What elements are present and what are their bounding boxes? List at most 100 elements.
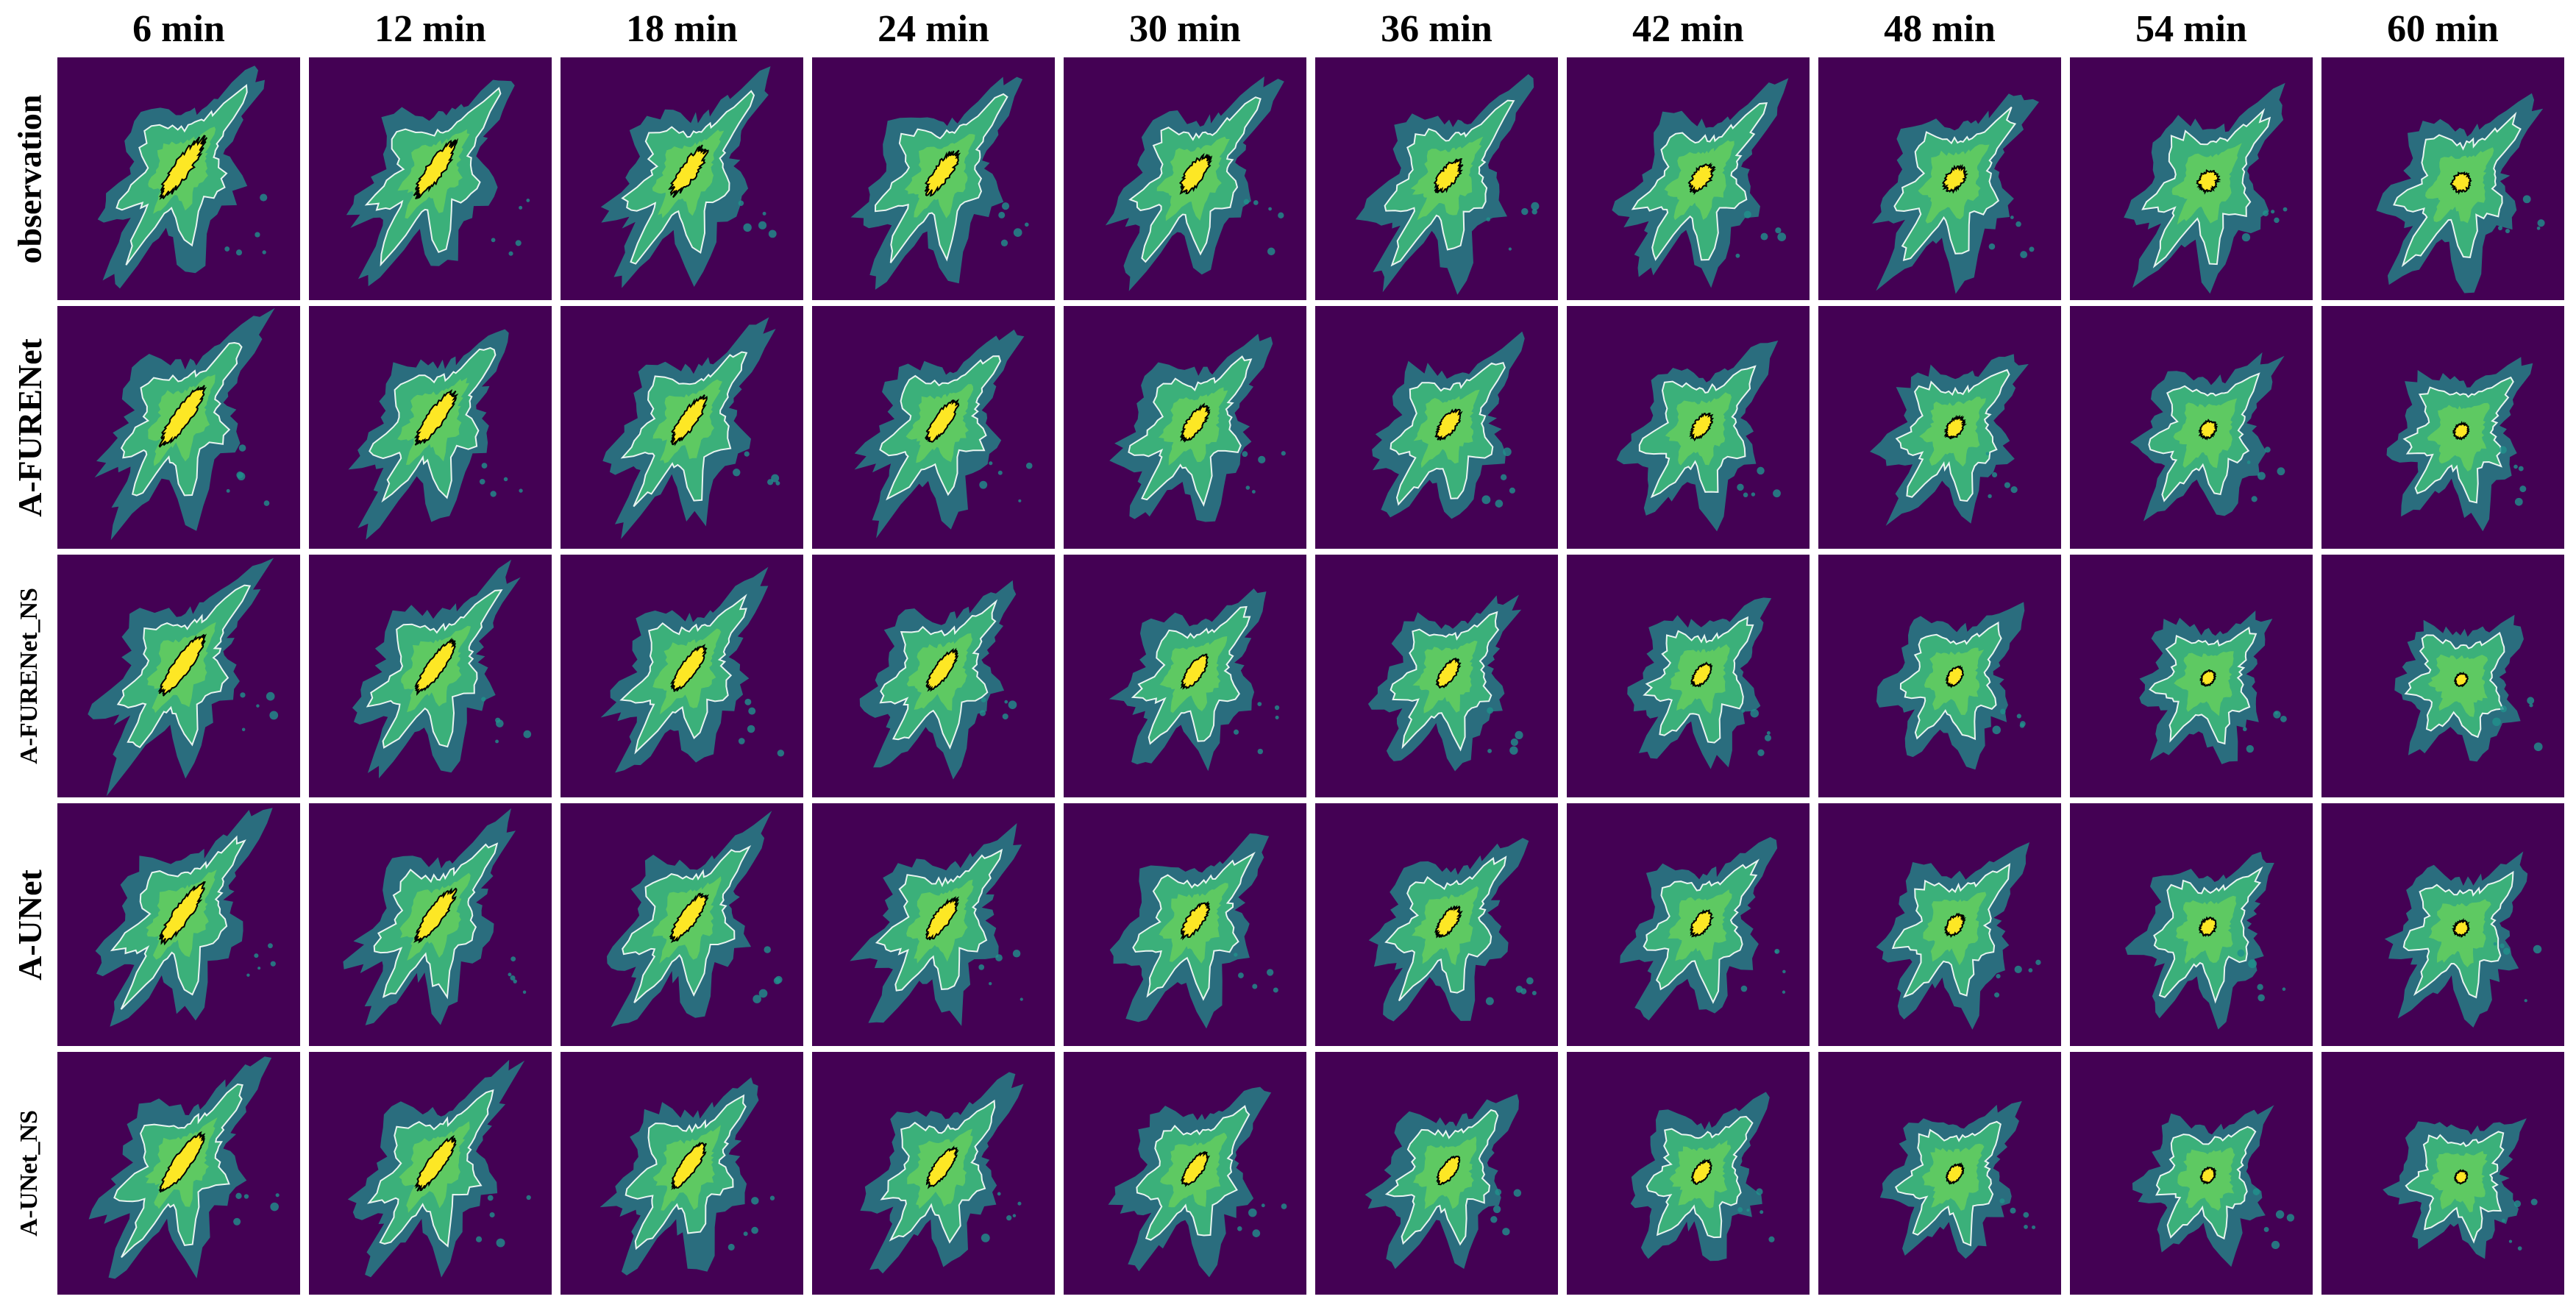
prediction-tile <box>2070 803 2313 1046</box>
field-map <box>812 555 1055 797</box>
field-map <box>2321 555 2564 797</box>
field-map <box>1818 555 2061 797</box>
prediction-tile <box>812 57 1055 300</box>
field-map <box>2070 803 2313 1046</box>
field-map <box>1567 555 1810 797</box>
column-header: 6 min <box>132 8 225 50</box>
prediction-tile <box>2321 57 2564 300</box>
field-map <box>561 57 803 300</box>
field-map <box>1567 57 1810 300</box>
field-map <box>561 306 803 549</box>
field-map <box>1064 555 1306 797</box>
prediction-tile <box>309 57 552 300</box>
prediction-tile <box>1567 1052 1810 1295</box>
field-map <box>2321 57 2564 300</box>
prediction-tile <box>1315 57 1558 300</box>
column-header: 18 min <box>626 8 738 50</box>
field-map <box>1818 306 2061 549</box>
prediction-tile <box>561 306 803 549</box>
column-header: 24 min <box>878 8 989 50</box>
prediction-tile <box>1064 555 1306 797</box>
prediction-tile <box>1064 57 1306 300</box>
field-map <box>1064 803 1306 1046</box>
prediction-tile <box>1567 306 1810 549</box>
row-label: A-FURENet_NS <box>15 588 43 764</box>
prediction-tile <box>1567 57 1810 300</box>
row-label: observation <box>10 94 49 263</box>
prediction-tile <box>2070 306 2313 549</box>
field-map <box>57 306 300 549</box>
prediction-tile <box>812 306 1055 549</box>
prediction-tile <box>1315 803 1558 1046</box>
field-map <box>2070 555 2313 797</box>
field-map <box>2321 306 2564 549</box>
prediction-tile <box>1315 1052 1558 1295</box>
field-map <box>1315 803 1558 1046</box>
field-map <box>2070 306 2313 549</box>
field-map <box>561 1052 803 1295</box>
prediction-tile <box>2321 306 2564 549</box>
prediction-tile <box>1818 555 2061 797</box>
prediction-tile <box>1818 57 2061 300</box>
column-header: 54 min <box>2135 8 2247 50</box>
field-map <box>57 803 300 1046</box>
prediction-tile <box>1567 555 1810 797</box>
prediction-tile <box>57 555 300 797</box>
field-map <box>309 306 552 549</box>
field-map <box>812 803 1055 1046</box>
field-map <box>57 1052 300 1295</box>
field-map <box>1315 555 1558 797</box>
field-map <box>1818 803 2061 1046</box>
prediction-tile <box>561 1052 803 1295</box>
field-map <box>57 555 300 797</box>
field-map <box>1567 803 1810 1046</box>
prediction-tile <box>1064 803 1306 1046</box>
column-header: 42 min <box>1632 8 1744 50</box>
prediction-tile <box>309 306 552 549</box>
prediction-tile <box>1064 306 1306 549</box>
field-map <box>309 555 552 797</box>
field-map <box>1818 57 2061 300</box>
prediction-tile <box>57 1052 300 1295</box>
prediction-tile <box>309 803 552 1046</box>
field-map <box>309 1052 552 1295</box>
prediction-tile <box>2070 57 2313 300</box>
column-header: 60 min <box>2387 8 2499 50</box>
prediction-tile <box>2070 555 2313 797</box>
column-header: 48 min <box>1884 8 1996 50</box>
prediction-tile <box>2070 1052 2313 1295</box>
field-map <box>561 555 803 797</box>
prediction-tile <box>309 555 552 797</box>
column-header: 12 min <box>374 8 486 50</box>
field-map <box>2070 57 2313 300</box>
field-map <box>1567 1052 1810 1295</box>
prediction-tile <box>812 555 1055 797</box>
field-map <box>812 57 1055 300</box>
row-label: A-FURENet <box>10 338 49 517</box>
field-map <box>812 1052 1055 1295</box>
prediction-tile <box>1818 1052 2061 1295</box>
field-map <box>1064 57 1306 300</box>
prediction-tile <box>2321 555 2564 797</box>
field-map <box>2070 1052 2313 1295</box>
field-map <box>1064 1052 1306 1295</box>
prediction-tile <box>812 1052 1055 1295</box>
row-label: A-UNet <box>10 869 49 981</box>
field-map <box>309 57 552 300</box>
field-map <box>57 57 300 300</box>
field-map <box>1818 1052 2061 1295</box>
field-map <box>812 306 1055 549</box>
prediction-tile <box>1315 555 1558 797</box>
prediction-tile <box>309 1052 552 1295</box>
prediction-tile <box>57 803 300 1046</box>
field-map <box>1064 306 1306 549</box>
column-header: 36 min <box>1381 8 1492 50</box>
prediction-tile <box>1818 306 2061 549</box>
prediction-tile <box>57 306 300 549</box>
prediction-tile <box>1064 1052 1306 1295</box>
prediction-tile <box>1315 306 1558 549</box>
field-map <box>1567 306 1810 549</box>
field-map <box>1315 1052 1558 1295</box>
column-header: 30 min <box>1129 8 1241 50</box>
